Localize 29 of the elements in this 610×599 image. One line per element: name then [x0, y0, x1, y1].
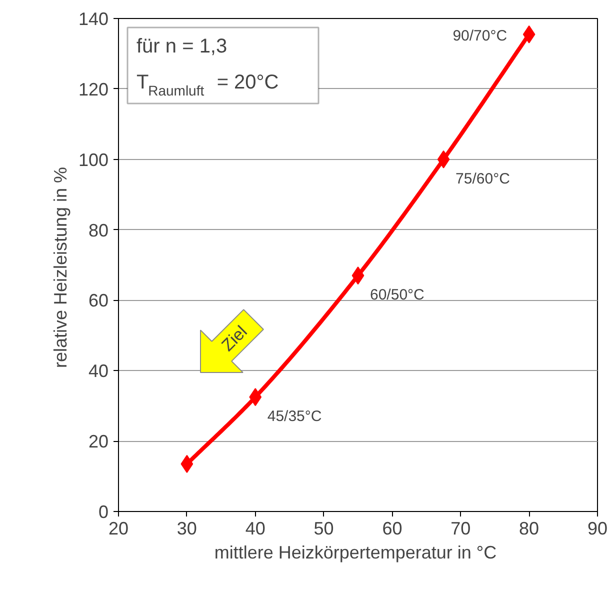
point [437, 150, 450, 168]
x-tick-label: 70 [450, 518, 471, 538]
point [352, 266, 364, 285]
annotation: 45/35°C [267, 408, 322, 426]
point [249, 388, 262, 406]
point [180, 454, 194, 473]
x-tick-label: 50 [314, 518, 334, 538]
x-tick-label: 90 [587, 518, 608, 538]
x-tick-label: 80 [519, 518, 540, 538]
point [522, 25, 536, 44]
y-tick-label: 0 [98, 502, 109, 522]
y-tick-label: 20 [88, 432, 109, 452]
y-tick-label: 120 [78, 79, 109, 100]
y-axis-title: relative Heizleistung in % [50, 166, 70, 368]
x-tick-label: 40 [245, 518, 266, 538]
x-tick-label: 30 [176, 518, 197, 538]
y-tick-label: 140 [78, 9, 109, 29]
annotation: 75/60°C [456, 170, 510, 188]
y-tick-label: 40 [88, 361, 109, 382]
annotation: für n = 1,3 [136, 36, 228, 58]
annotation: 90/70°C [452, 27, 508, 44]
annotation: 60/50°C [370, 286, 425, 304]
x-tick-label: 60 [382, 518, 402, 538]
y-tick-label: 80 [88, 220, 109, 240]
x-tick-label: 20 [108, 518, 129, 538]
y-tick-label: 60 [88, 290, 109, 311]
annotation: Ziel [218, 322, 251, 355]
y-tick-label: 100 [78, 150, 109, 170]
x-axis-title: mittlere Heizkörpertemperatur in °C [214, 542, 497, 562]
